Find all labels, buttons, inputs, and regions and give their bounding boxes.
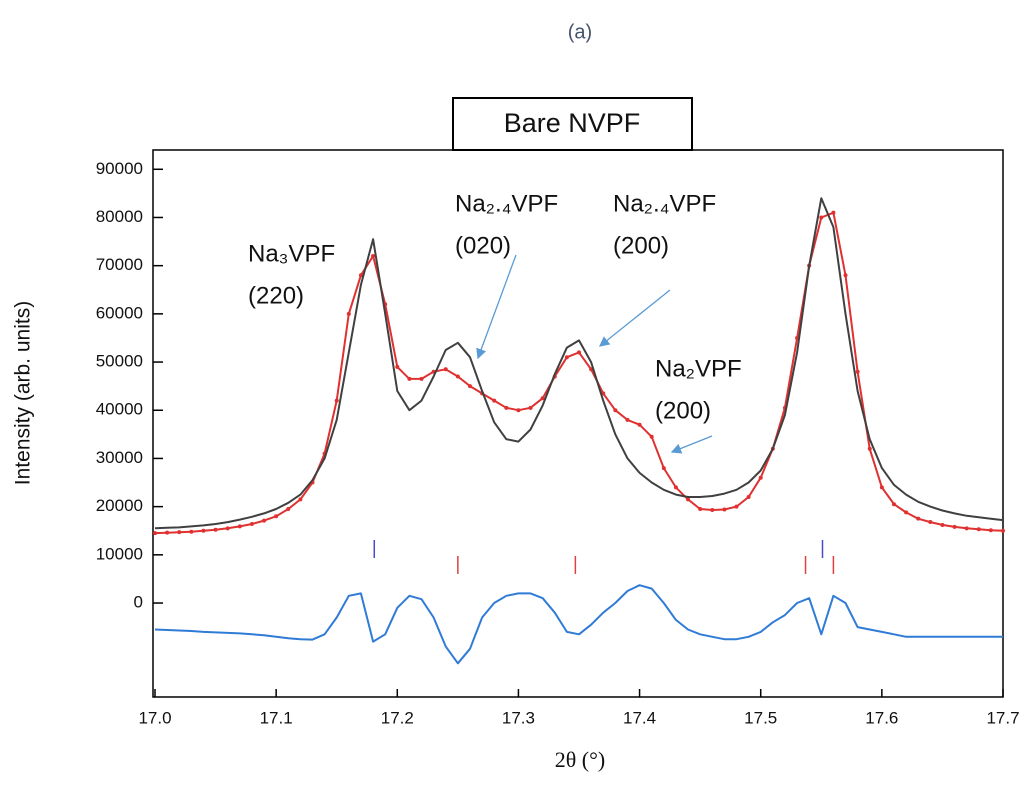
data-point <box>976 527 981 532</box>
data-point <box>916 516 921 521</box>
data-point <box>346 311 351 316</box>
data-point <box>710 508 715 513</box>
y-tick-label: 40000 <box>96 400 143 419</box>
data-point <box>213 527 218 532</box>
data-point <box>237 524 242 529</box>
data-point <box>746 494 751 499</box>
data-point <box>455 374 460 379</box>
x-tick-label: 17.6 <box>865 708 898 727</box>
x-tick-label: 17.1 <box>260 708 293 727</box>
data-point <box>201 528 206 533</box>
data-point <box>540 396 545 401</box>
y-tick-label: 30000 <box>96 448 143 467</box>
data-point <box>758 475 763 480</box>
data-point <box>1001 528 1005 533</box>
data-point <box>867 446 872 451</box>
data-point <box>177 530 182 535</box>
data-point <box>395 364 400 369</box>
y-tick-label: 80000 <box>96 207 143 226</box>
x-axis-label: 2θ (°) <box>555 747 606 772</box>
y-tick-label: 90000 <box>96 159 143 178</box>
data-point <box>334 398 339 403</box>
data-point <box>286 507 291 512</box>
y-axis-label: Intensity (arb. units) <box>12 301 35 485</box>
x-tick-label: 17.7 <box>986 708 1019 727</box>
data-point <box>928 520 933 525</box>
data-point <box>673 485 678 490</box>
data-point <box>249 521 254 526</box>
y-tick-label: 70000 <box>96 255 143 274</box>
data-point <box>819 215 824 220</box>
y-tick-label: 60000 <box>96 303 143 322</box>
heading: (a) <box>568 21 592 43</box>
data-point <box>262 518 267 523</box>
data-point <box>407 376 412 381</box>
data-point <box>734 504 739 509</box>
annotation: Na₂.₄VPF <box>455 190 558 217</box>
data-point <box>988 528 993 533</box>
plot-frame <box>152 149 1004 698</box>
series-line <box>154 584 1003 665</box>
series-line <box>154 197 1004 530</box>
data-point <box>358 273 363 278</box>
data-point <box>637 422 642 427</box>
data-point <box>722 507 727 512</box>
data-point <box>504 405 509 410</box>
data-point <box>952 524 957 529</box>
data-point <box>274 514 279 519</box>
data-point <box>492 398 497 403</box>
data-point <box>189 529 194 534</box>
data-point <box>904 510 909 515</box>
data-point <box>467 384 472 389</box>
data-point <box>698 507 703 512</box>
data-point <box>879 485 884 490</box>
annotation: (220) <box>248 282 304 309</box>
chart-title: Bare NVPF <box>504 108 641 138</box>
annotation: Na₂.₄VPF <box>613 190 716 217</box>
y-tick-label: 20000 <box>96 496 143 515</box>
data-point <box>831 210 836 215</box>
data-point <box>843 273 848 278</box>
x-tick-label: 17.5 <box>744 708 777 727</box>
data-point <box>225 526 230 531</box>
data-point <box>940 522 945 527</box>
data-point <box>649 434 654 439</box>
data-point <box>686 497 691 502</box>
arrow <box>476 254 517 360</box>
data-point <box>577 350 581 355</box>
data-point <box>528 405 533 410</box>
y-tick-label: 0 <box>134 593 143 612</box>
data-point <box>564 355 569 360</box>
data-point <box>516 408 521 413</box>
annotation: (200) <box>613 232 669 259</box>
annotation: (020) <box>455 232 511 259</box>
x-tick-label: 17.4 <box>623 708 656 727</box>
data-point <box>298 497 303 502</box>
data-point <box>153 531 157 536</box>
data-point <box>371 254 376 259</box>
annotation: Na₂VPF <box>655 355 742 382</box>
annotation: Na₃VPF <box>248 240 335 267</box>
x-tick-label: 17.2 <box>381 708 414 727</box>
data-point <box>443 367 448 372</box>
data-point <box>964 526 969 531</box>
data-point <box>419 376 424 381</box>
x-tick-label: 17.0 <box>138 708 171 727</box>
y-tick-label: 10000 <box>96 544 143 563</box>
arrow <box>598 289 671 347</box>
data-point <box>891 502 896 507</box>
data-point <box>165 530 170 535</box>
y-tick-label: 50000 <box>96 352 143 371</box>
data-point <box>625 417 630 422</box>
data-point <box>613 408 618 413</box>
x-tick-label: 17.3 <box>502 708 535 727</box>
data-point <box>661 466 666 471</box>
data-point <box>855 369 860 374</box>
arrow <box>670 435 713 454</box>
annotation: (200) <box>655 397 711 424</box>
